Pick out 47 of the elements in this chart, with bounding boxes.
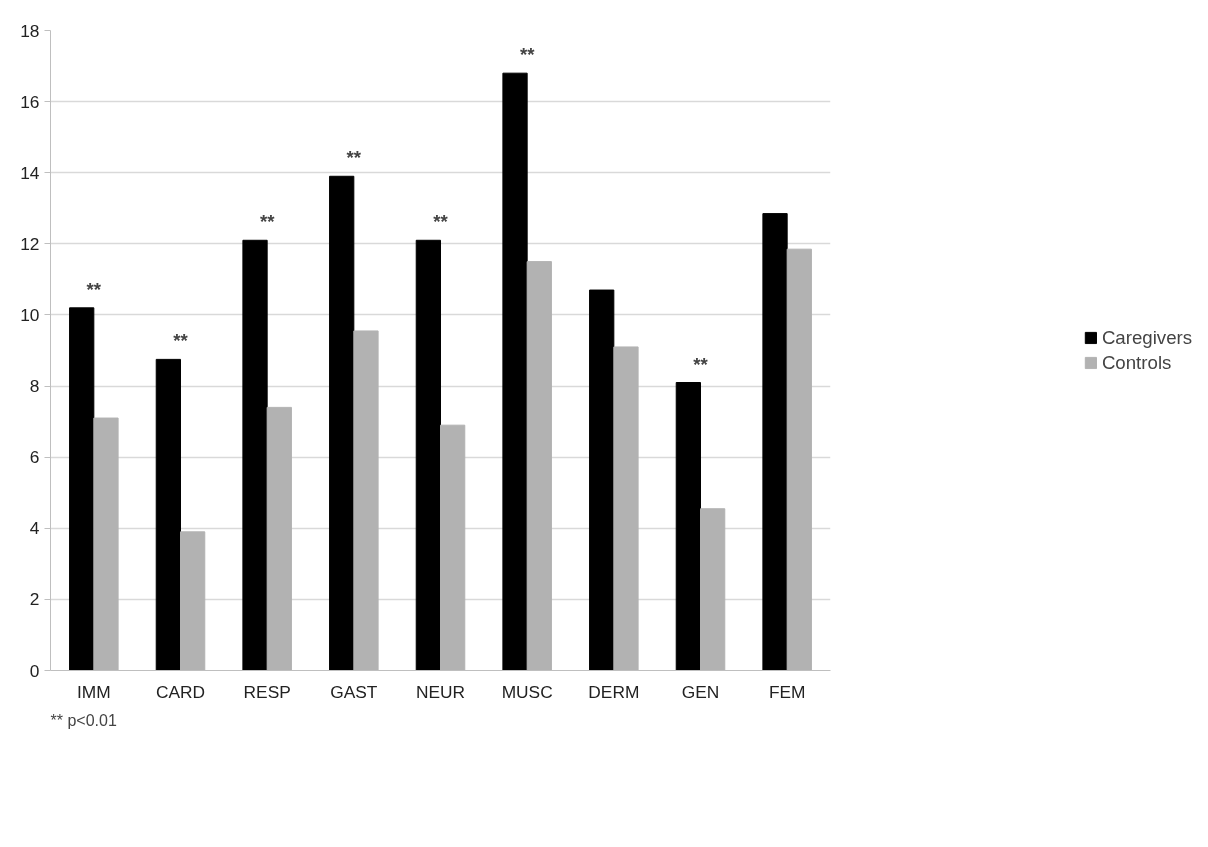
y-tick-label: 12	[20, 233, 40, 254]
y-tick-label: 16	[20, 91, 40, 112]
x-tick-label: IMM	[76, 681, 111, 702]
x-tick-label: CARD	[155, 681, 206, 702]
x-tick-label: FEM	[768, 681, 806, 702]
annotation: **	[346, 147, 362, 169]
annotation: **	[259, 211, 276, 233]
y-tick-label: 4	[29, 518, 40, 539]
legend-label: Controls	[1101, 351, 1172, 374]
bar	[353, 330, 379, 671]
annotation: **	[173, 330, 189, 352]
x-tick-label: DERM	[588, 681, 640, 702]
bar	[502, 72, 528, 671]
bar	[69, 307, 95, 671]
legend-label: Caregivers	[1101, 326, 1193, 349]
x-tick-label: GEN	[681, 681, 720, 702]
bar	[180, 531, 206, 671]
bar	[700, 508, 726, 671]
annotation: **	[86, 278, 102, 300]
bar	[93, 417, 119, 671]
text: ** p<0.01	[50, 711, 117, 729]
x-tick-label: NEUR	[415, 681, 466, 702]
bar	[786, 248, 812, 671]
bar	[762, 213, 788, 671]
bar	[613, 346, 639, 671]
bar	[155, 358, 181, 671]
bar	[440, 424, 466, 671]
x-tick-label: GAST	[330, 681, 378, 702]
annotation: **	[693, 353, 709, 375]
bar	[675, 382, 701, 671]
bar	[415, 239, 441, 671]
annotation: **	[519, 44, 536, 66]
y-tick-label: 8	[29, 376, 40, 397]
bar	[589, 289, 615, 671]
y-tick-label: 2	[29, 589, 40, 610]
y-tick-label: 0	[29, 660, 40, 681]
y-tick-label: 18	[20, 20, 40, 41]
y-tick-label: 14	[20, 162, 40, 183]
bar	[329, 175, 355, 671]
annotation: **	[433, 211, 449, 233]
bar	[526, 261, 552, 671]
y-tick-label: 6	[29, 447, 40, 468]
bar	[242, 239, 268, 671]
x-tick-label: RESP	[243, 681, 291, 702]
bar	[266, 406, 292, 671]
x-tick-label: MUSC	[501, 681, 553, 702]
y-tick-label: 10	[20, 304, 40, 325]
